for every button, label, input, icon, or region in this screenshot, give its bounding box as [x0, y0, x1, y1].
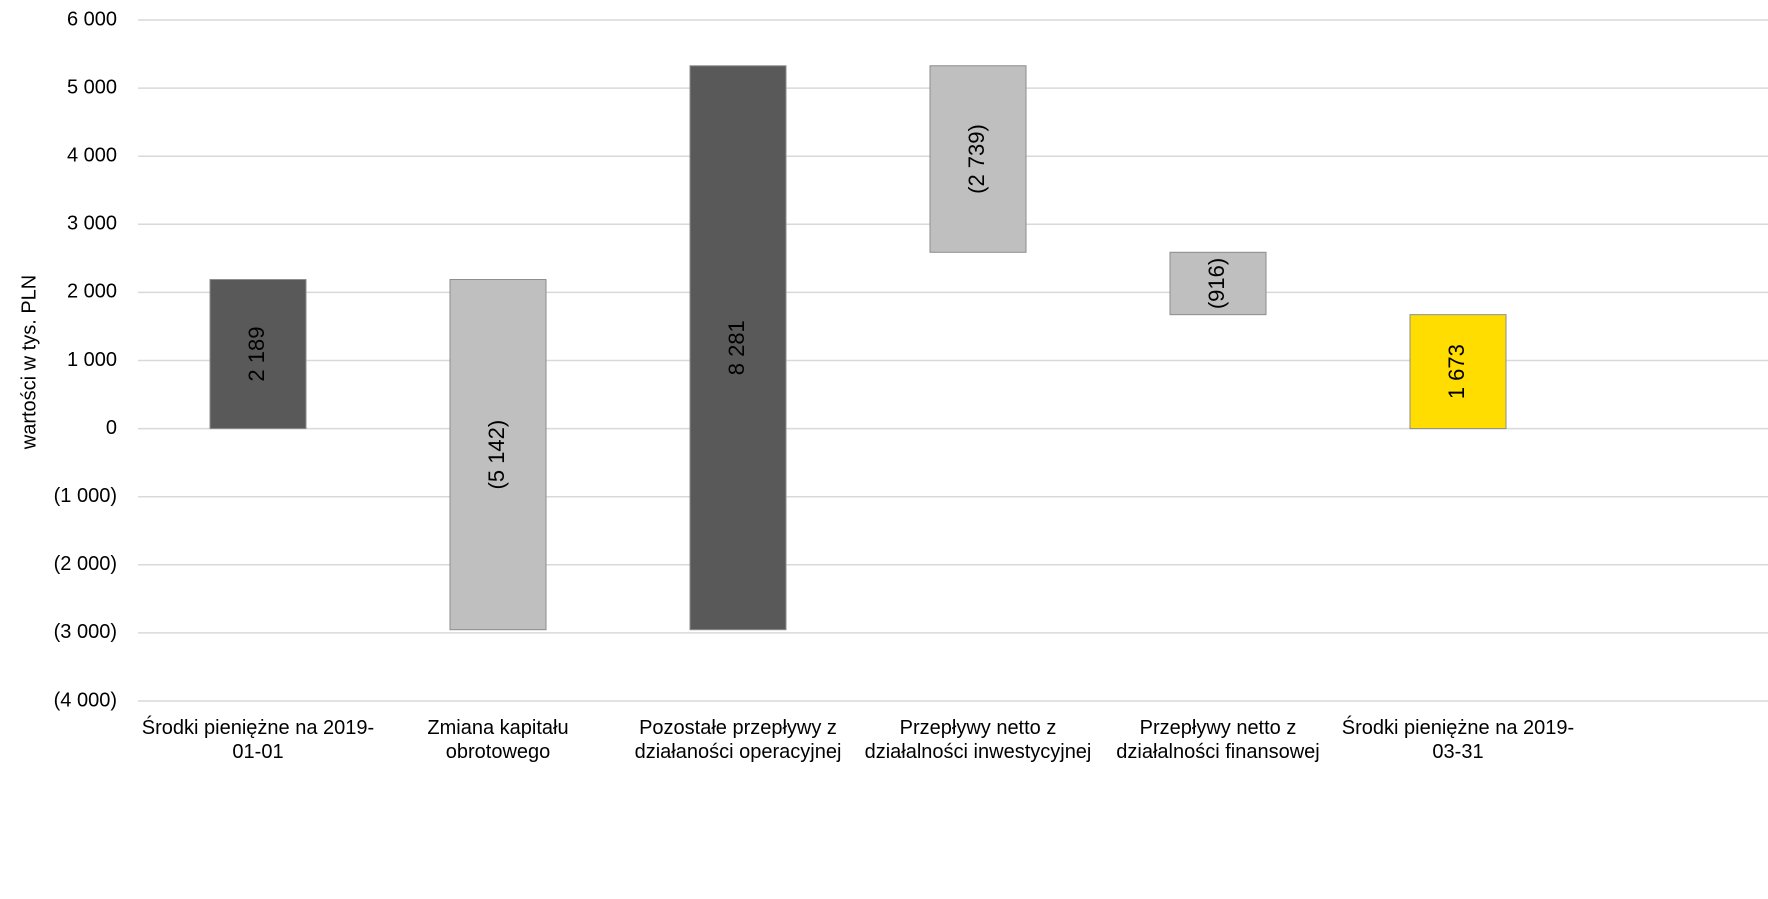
bar — [209, 279, 307, 430]
bar — [689, 65, 787, 631]
value-label: 2 189 — [244, 327, 269, 382]
y-tick-label: (3 000) — [54, 621, 117, 643]
bar — [1169, 251, 1267, 316]
y-tick-label: (2 000) — [54, 553, 117, 575]
x-tick-label: Przepływy netto z działalności inwestycy… — [864, 717, 1092, 763]
x-tick-label: Zmiana kapitału obrotowego — [427, 717, 569, 763]
value-label: 1 673 — [1444, 344, 1469, 399]
value-label: (916) — [1204, 258, 1229, 309]
y-axis-title: wartości w tys. PLN — [18, 275, 40, 450]
value-label: 8 281 — [724, 320, 749, 375]
x-tick-label: Środki pieniężne na 2019-01-01 — [141, 717, 375, 763]
bar — [1409, 314, 1507, 430]
x-tick-label: Środki pieniężne na 2019-03-31 — [1341, 717, 1575, 763]
value-label: (2 739) — [964, 124, 989, 194]
value-label: (5 142) — [484, 420, 509, 490]
y-tick-label: 3 000 — [67, 213, 117, 235]
x-tick-label: Pozostałe przepływy z działaności operac… — [634, 717, 842, 763]
y-tick-label: 5 000 — [67, 76, 117, 98]
y-tick-label: (4 000) — [54, 689, 117, 711]
bar — [929, 65, 1027, 253]
y-tick-label: 6 000 — [67, 8, 117, 30]
y-tick-label: 2 000 — [67, 281, 117, 303]
x-tick-label: Przepływy netto z działalności finansowe… — [1116, 717, 1320, 763]
y-tick-label: 4 000 — [67, 144, 117, 166]
bar — [449, 279, 547, 631]
y-tick-label: (1 000) — [54, 485, 117, 507]
y-tick-label: 0 — [106, 417, 117, 439]
y-tick-label: 1 000 — [67, 349, 117, 371]
